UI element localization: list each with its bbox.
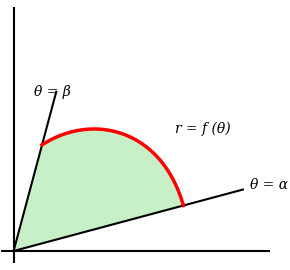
Text: θ = β: θ = β bbox=[34, 85, 71, 99]
Text: r = f (θ): r = f (θ) bbox=[175, 122, 231, 136]
Polygon shape bbox=[14, 129, 184, 251]
Text: θ = α: θ = α bbox=[250, 178, 288, 192]
